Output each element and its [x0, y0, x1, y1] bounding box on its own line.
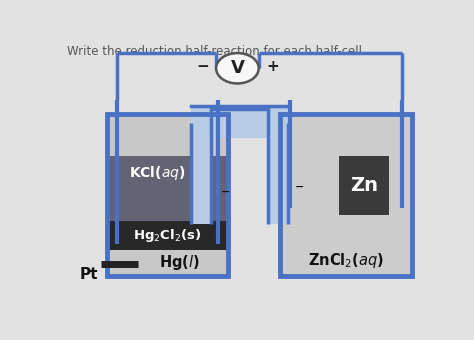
- Bar: [191, 106, 288, 138]
- Text: +: +: [266, 59, 279, 74]
- Bar: [107, 114, 228, 276]
- Bar: [280, 114, 412, 276]
- Bar: [107, 114, 228, 276]
- Text: V: V: [230, 59, 245, 77]
- Bar: [339, 156, 390, 215]
- Text: Hg$_2$Cl$_2$(s): Hg$_2$Cl$_2$(s): [133, 226, 202, 243]
- Bar: [191, 123, 211, 224]
- Bar: [268, 123, 288, 224]
- Bar: [107, 156, 228, 224]
- Bar: [280, 114, 412, 276]
- Text: Hg($\it{l}$): Hg($\it{l}$): [159, 253, 200, 272]
- Text: Write the reduction half-reaction for each half-cell.: Write the reduction half-reaction for ea…: [66, 45, 365, 58]
- Text: Zn: Zn: [350, 176, 378, 195]
- Bar: [107, 221, 228, 251]
- Text: KCl($\it{aq}$): KCl($\it{aq}$): [129, 164, 185, 182]
- Text: Pt: Pt: [79, 267, 98, 282]
- Text: −: −: [294, 182, 304, 192]
- Text: ZnCl$_2$($\it{aq}$): ZnCl$_2$($\it{aq}$): [308, 251, 384, 270]
- Text: −: −: [221, 187, 230, 197]
- Text: −: −: [197, 59, 210, 74]
- Circle shape: [216, 53, 259, 84]
